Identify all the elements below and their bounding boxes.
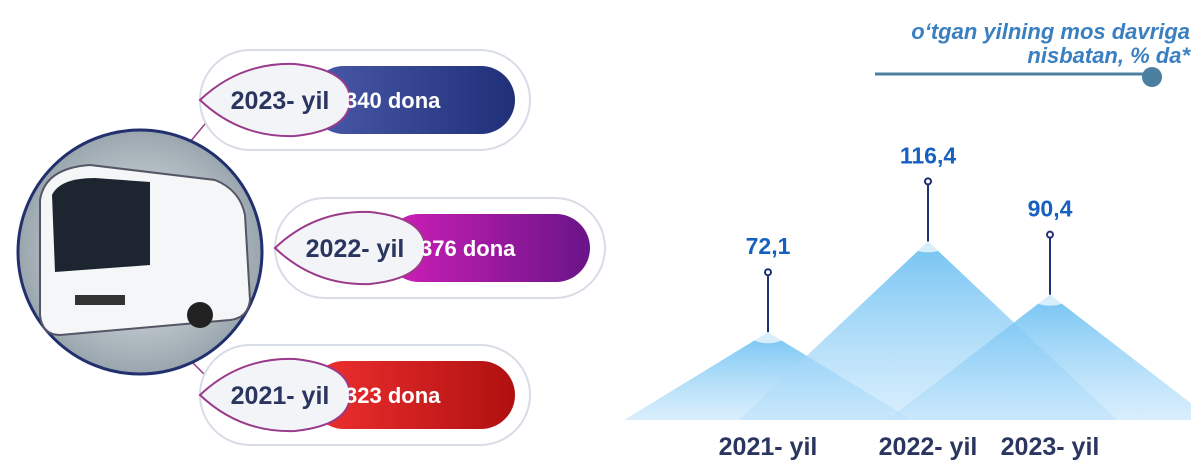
infographic: 2023- yil 340 dona 2022- yil 376 dona 2021- … (0, 0, 1191, 462)
page: 2023- yil 340 dona 2022- yil 376 dona 2021- … (0, 0, 1191, 462)
leader-dot (765, 269, 771, 275)
pill-value: 323 dona (345, 383, 441, 408)
pill-value: 340 dona (345, 88, 441, 113)
value-label: 72,1 (746, 233, 791, 259)
chart-title: o‘tgan yilning mos davriga nisbatan, % d… (830, 20, 1190, 68)
x-label: 2021- yil (719, 433, 818, 461)
pill-year: 2022- yil (306, 235, 405, 263)
bus-icon (40, 165, 250, 335)
leader-dot (925, 178, 931, 184)
x-label: 2022- yil (879, 433, 978, 461)
x-label: 2023- yil (1001, 433, 1100, 461)
value-label: 90,4 (1028, 196, 1073, 222)
value-label: 116,4 (900, 142, 956, 168)
leader-dot (1047, 232, 1053, 238)
pill-year: 2023- yil (231, 87, 330, 115)
pill-value: 376 dona (420, 236, 516, 261)
title-dot (1142, 67, 1162, 87)
pill-year: 2021- yil (231, 382, 330, 410)
